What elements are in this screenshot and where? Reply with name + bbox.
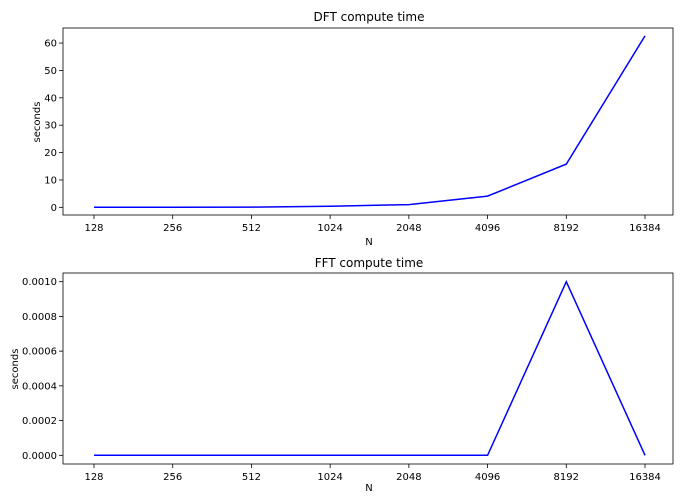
dft-x-tick-label: 2048 [396, 223, 421, 234]
fft-chart: FFT compute time 0.00000.00020.00040.000… [10, 256, 674, 494]
fft-x-tick-label: 256 [163, 472, 182, 483]
fft-plot-area [62, 272, 674, 465]
fft-y-tick-label: 0.0006 [22, 347, 57, 358]
dft-series-line [94, 35, 646, 209]
fft-x-tick-label: 16384 [629, 472, 661, 483]
dft-y-ticks: 0 10 20 30 40 50 60 [44, 39, 63, 214]
fft-y-axis-label: seconds [10, 349, 21, 390]
dft-y-tick-label: 40 [44, 93, 57, 104]
fft-x-tick-label: 1024 [317, 472, 342, 483]
dft-y-tick-label: 30 [44, 121, 57, 132]
dft-y-tick-label: 60 [44, 39, 57, 50]
dft-x-tick-label: 8192 [554, 223, 579, 234]
fft-y-tick-label: 0.0010 [22, 277, 57, 288]
fft-x-tick-label: 512 [242, 472, 261, 483]
dft-y-axis-label: seconds [32, 102, 43, 143]
dft-plot-area [62, 27, 674, 216]
dft-x-ticks: 128 256 512 1024 2048 4096 8192 16384 [84, 215, 661, 234]
fft-x-tick-label: 4096 [475, 472, 500, 483]
dft-chart-title: DFT compute time [314, 10, 425, 24]
fft-y-tick-label: 0.0004 [22, 381, 57, 392]
fft-y-tick-label: 0.0000 [22, 451, 57, 462]
fft-y-tick-label: 0.0002 [22, 416, 57, 427]
dft-y-tick-label: 10 [44, 175, 57, 186]
dft-x-tick-label: 1024 [317, 223, 342, 234]
fft-x-axis-label: N [365, 483, 372, 494]
fft-chart-title: FFT compute time [315, 256, 424, 270]
dft-chart: DFT compute time 0 10 20 30 40 50 60 128 256 512… [32, 10, 674, 248]
dft-y-tick-label: 0 [51, 203, 57, 214]
fft-x-tick-label: 2048 [396, 472, 421, 483]
dft-x-tick-label: 256 [163, 223, 182, 234]
dft-x-axis-label: N [365, 237, 372, 248]
fft-x-ticks: 128 256 512 1024 2048 4096 8192 16384 [84, 464, 661, 483]
dft-x-tick-label: 16384 [629, 223, 661, 234]
dft-x-tick-label: 512 [242, 223, 261, 234]
fft-x-tick-label: 8192 [554, 472, 579, 483]
dft-x-tick-label: 4096 [475, 223, 500, 234]
fft-x-tick-label: 128 [84, 472, 103, 483]
fft-y-ticks: 0.0000 0.0002 0.0004 0.0006 0.0008 0.0010 [22, 277, 63, 462]
fft-y-tick-label: 0.0008 [22, 312, 57, 323]
dft-y-tick-label: 20 [44, 148, 57, 159]
dft-y-tick-label: 50 [44, 66, 57, 77]
fft-series-line [94, 279, 646, 457]
dft-x-tick-label: 128 [84, 223, 103, 234]
